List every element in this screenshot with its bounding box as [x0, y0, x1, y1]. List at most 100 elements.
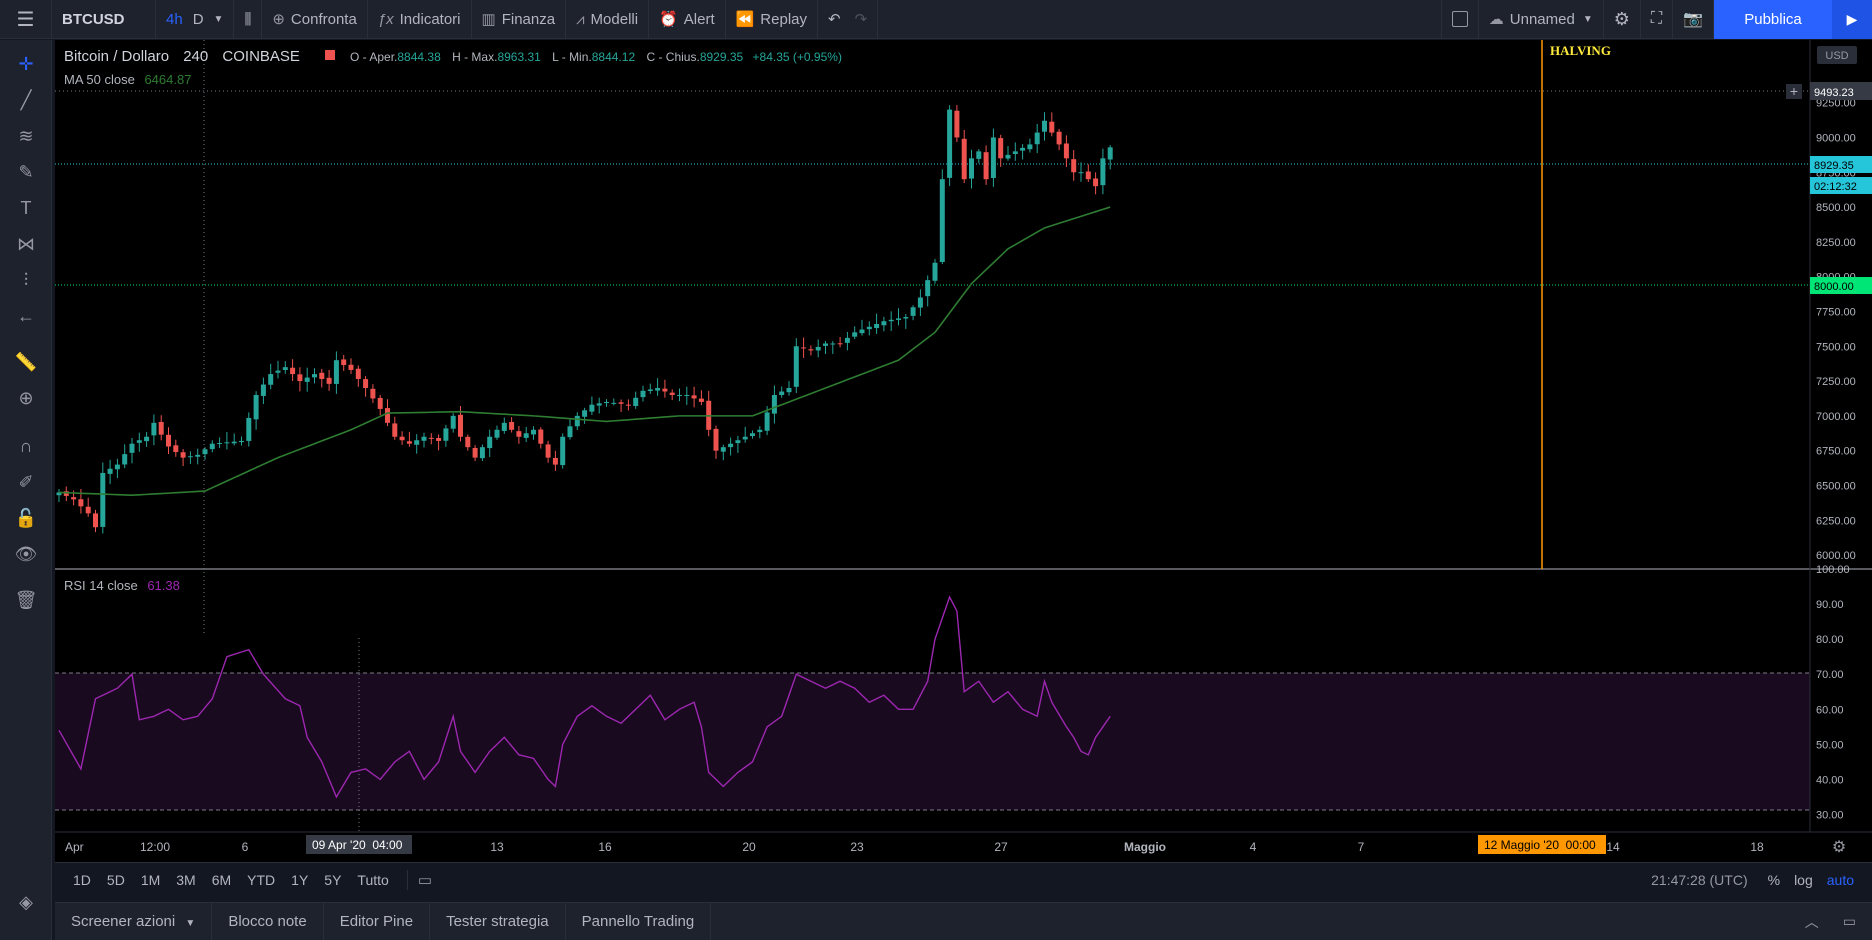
range-button[interactable]: 1Y [291, 871, 309, 888]
candle-body [1027, 144, 1033, 150]
save-layout-button[interactable]: ☁ Unnamed ▼ [1479, 0, 1604, 39]
range-button[interactable]: 5Y [324, 871, 342, 888]
back-arrow-icon[interactable]: ← [17, 306, 35, 326]
candle-body [385, 408, 390, 423]
zoom-in-icon[interactable]: ⊕ [18, 388, 34, 408]
tab-strategy-tester[interactable]: Tester strategia [430, 902, 566, 940]
candle-body [538, 429, 544, 444]
range-button[interactable]: Tutto [357, 871, 389, 888]
rsi-legend[interactable]: RSI 14 close 61.38 [64, 578, 180, 593]
candle-body [837, 343, 843, 345]
maximize-panel-icon[interactable]: ▭ [1842, 913, 1856, 929]
rsi-value: 61.38 [147, 578, 180, 593]
auto-toggle[interactable]: auto [1826, 871, 1854, 888]
settings-button[interactable]: ⚙ [1604, 0, 1641, 39]
play-button[interactable]: ▶ [1832, 0, 1872, 39]
goto-date-icon[interactable]: ▭ [417, 871, 432, 889]
lock-drawing-icon[interactable]: ✐ [18, 472, 34, 492]
candle-body [947, 109, 953, 178]
candle-body [85, 506, 91, 514]
currency-badge[interactable] [1817, 46, 1857, 64]
undo-icon[interactable]: ↶ [828, 11, 841, 28]
templates-button[interactable]: ⩘ Modelli [566, 0, 650, 39]
tab-screener[interactable]: Screener azioni ▼ [55, 902, 213, 940]
interval-selector[interactable]: 4h D ▼ [156, 0, 235, 39]
range-button[interactable]: 1D [73, 871, 91, 888]
symbol-search-button[interactable]: BTCUSD [52, 0, 156, 39]
ruler-icon[interactable]: 📏 [14, 352, 38, 372]
range-button[interactable]: 6M [211, 871, 232, 888]
currency-label: USD [1825, 50, 1848, 62]
candle-body [669, 392, 675, 395]
time-tick-label: 6 [242, 840, 249, 854]
tab-notes[interactable]: Blocco note [212, 902, 324, 940]
range-button[interactable]: YTD [247, 871, 276, 888]
object-tree-icon[interactable]: ◈ [19, 892, 33, 912]
price-tick-label: 9250.00 [1816, 98, 1856, 110]
candle-body [180, 452, 186, 458]
percent-toggle[interactable]: % [1767, 871, 1781, 888]
eye-icon[interactable]: 👁 [14, 544, 38, 564]
candle-body [465, 436, 471, 448]
legend-interval: 240 [183, 48, 208, 65]
magnet-icon[interactable]: ∩ [19, 436, 33, 456]
chevron-down-icon[interactable]: ▼ [185, 917, 196, 929]
replay-button[interactable]: ⏪ Replay [726, 0, 818, 39]
publish-button[interactable]: Pubblica [1714, 0, 1832, 39]
interval-4h[interactable]: 4h [166, 10, 183, 28]
crosshair-icon[interactable]: ✛ [18, 54, 34, 74]
indicators-button[interactable]: ƒx Indicatori [368, 0, 472, 39]
candle-body [1063, 143, 1069, 159]
chart-type-button[interactable]: ⫼ [234, 0, 263, 39]
candle-body [399, 436, 405, 441]
trend-line-icon[interactable]: ╱ [20, 90, 32, 110]
candle-body [217, 443, 223, 445]
candle-body [954, 110, 960, 138]
candle-body [1056, 131, 1062, 145]
range-button[interactable]: 1M [140, 871, 161, 888]
ma-legend[interactable]: MA 50 close 6464.87 [64, 72, 191, 87]
candle-body [735, 440, 741, 444]
tab-trading-panel[interactable]: Pannello Trading [566, 902, 712, 940]
alert-button[interactable]: ⏰ Alert [649, 0, 726, 39]
text-icon[interactable]: T [20, 198, 32, 218]
trash-icon[interactable]: 🗑 [14, 590, 38, 610]
fullscreen-button[interactable]: ⛶ [1641, 0, 1674, 39]
main-menu-button[interactable]: ☰ [0, 0, 52, 39]
financials-button[interactable]: ▥ Finanza [472, 0, 567, 39]
rsi-label: RSI 14 close [64, 578, 138, 593]
candle-body [312, 374, 317, 378]
tab-pine-editor[interactable]: Editor Pine [324, 902, 431, 940]
brush-icon[interactable]: ✎ [18, 162, 34, 182]
fib-retracement-icon[interactable]: ≋ [18, 126, 34, 146]
chevron-down-icon[interactable]: ▼ [213, 13, 224, 25]
chart-area[interactable]: HALVING 6000.00 6250.00 6500.00 6750.00 7000… [55, 40, 1872, 862]
pattern-icon[interactable]: ⋈ [17, 234, 35, 254]
range-button[interactable]: 5D [106, 871, 125, 888]
range-button[interactable]: 3M [176, 871, 196, 888]
crosshair-time-label: 09 Apr '20 04:00 [312, 838, 403, 852]
redo-icon[interactable]: ↷ [854, 11, 868, 28]
add-price-button[interactable] [1786, 84, 1802, 99]
chart-svg[interactable]: HALVING 6000.006250.006500.006750.007000… [55, 40, 1872, 862]
candle-body [239, 440, 244, 443]
settings-gear-icon[interactable]: ⚙ [1832, 839, 1846, 856]
candle-body [866, 326, 872, 330]
plus-circle-icon: ⊕ [272, 11, 285, 28]
chevron-down-icon[interactable]: ▼ [1582, 13, 1593, 25]
time-tick-label: 4 [1250, 840, 1257, 854]
unlock-icon[interactable]: 🔓 [14, 508, 38, 528]
log-toggle[interactable]: log [1794, 871, 1813, 888]
candle-body [370, 388, 376, 399]
interval-d[interactable]: D [192, 10, 204, 28]
clock[interactable]: 21:47:28 (UTC) [1651, 871, 1748, 888]
compare-button[interactable]: ⊕ Confronta [262, 0, 368, 39]
snapshot-button[interactable]: 📷 [1673, 0, 1714, 39]
layout-toggle-button[interactable] [1440, 0, 1479, 39]
candle-body [728, 443, 734, 448]
candle-body [479, 447, 485, 459]
prediction-icon[interactable]: ⫶ [23, 270, 29, 290]
compare-label: Confronta [290, 10, 357, 28]
candle-body [516, 431, 522, 437]
chevron-up-icon[interactable]: ︿ [1804, 913, 1819, 930]
